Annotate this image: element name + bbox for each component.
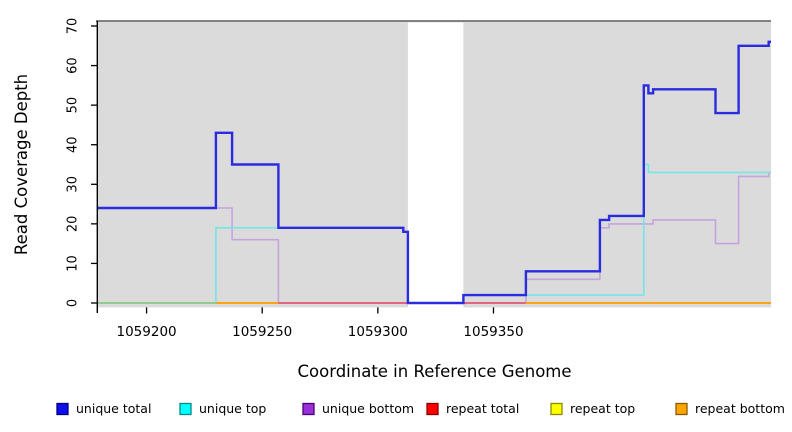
legend-label-unique-total: unique total xyxy=(76,401,151,416)
x-tick-label: 1059300 xyxy=(348,324,408,340)
series-line-unique-total xyxy=(98,40,771,305)
legend-label-repeat-total: repeat total xyxy=(446,401,519,416)
y-tick-label: 40 xyxy=(66,136,81,153)
legend-swatch-unique-top xyxy=(179,402,192,416)
legend-swatch-repeat-top xyxy=(550,402,563,416)
x-axis-title: Coordinate in Reference Genome xyxy=(297,362,571,381)
legend-label-unique-bottom: unique bottom xyxy=(322,401,414,416)
legend-label-repeat-top: repeat top xyxy=(570,401,635,416)
legend-swatch-unique-bottom xyxy=(302,402,315,416)
legend-label-repeat-bottom: repeat bottom xyxy=(695,401,785,416)
y-axis-title: Read Coverage Depth xyxy=(12,74,31,255)
legend-label-unique-top: unique top xyxy=(199,401,266,416)
x-tick-label: 1059200 xyxy=(117,324,177,340)
masked-region xyxy=(407,22,464,308)
legend-swatch-repeat-bottom xyxy=(675,402,688,416)
y-tick-label: 0 xyxy=(66,299,81,307)
y-tick-label: 60 xyxy=(66,57,81,74)
y-tick-label: 70 xyxy=(66,18,81,35)
series-line-unique-bottom xyxy=(98,171,771,304)
x-tick-label: 1059250 xyxy=(232,324,292,340)
y-tick-label: 20 xyxy=(66,216,81,233)
y-tick-label: 50 xyxy=(66,97,81,114)
x-tick-label: 1059350 xyxy=(463,324,523,340)
legend-swatch-repeat-total xyxy=(426,402,439,416)
legend-swatch-unique-total xyxy=(56,402,69,416)
y-tick-label: 10 xyxy=(66,255,81,272)
y-tick-label: 30 xyxy=(66,176,81,193)
